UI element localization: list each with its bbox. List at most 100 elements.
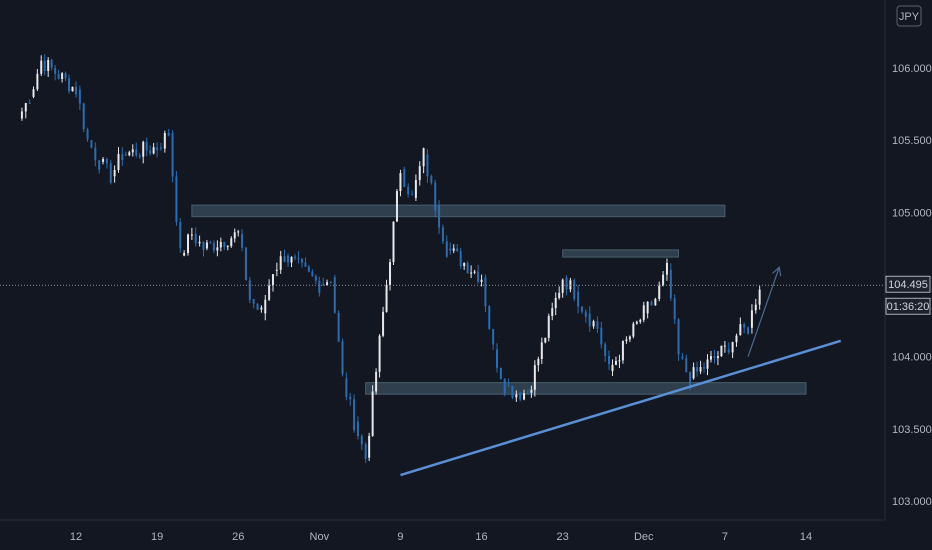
- currency-badge-label: JPY: [899, 11, 920, 23]
- candle-body: [452, 248, 455, 251]
- candle-body: [519, 392, 522, 400]
- candle-body: [314, 276, 317, 281]
- candle-body: [212, 242, 215, 251]
- candle-body: [621, 341, 624, 361]
- candle-body: [287, 255, 290, 263]
- candle-body: [205, 242, 208, 249]
- candle-body: [98, 160, 101, 170]
- zone-support[interactable]: [365, 382, 807, 395]
- candle-body: [463, 262, 466, 267]
- candle-body: [36, 73, 39, 90]
- currency-badge[interactable]: JPY: [896, 5, 922, 27]
- candle-body: [349, 396, 352, 400]
- candle-body: [723, 345, 726, 347]
- candle-body: [604, 344, 607, 356]
- candle-body: [223, 242, 226, 247]
- x-tick-label: 14: [800, 531, 812, 543]
- candle-body: [596, 321, 599, 329]
- candle-body: [639, 319, 642, 322]
- candle-body: [488, 306, 491, 329]
- candle-body: [747, 327, 750, 334]
- time-axis[interactable]: 12 19 26 Nov 9 16 23 Dec 7 14: [0, 519, 885, 543]
- candle-body: [297, 258, 300, 260]
- candle-body: [547, 316, 550, 338]
- candle-body: [385, 285, 388, 312]
- candle-body: [692, 367, 695, 379]
- candle-body: [662, 274, 665, 286]
- candle-body: [530, 389, 533, 393]
- candle-body: [706, 359, 709, 369]
- candle-body: [375, 371, 378, 392]
- last-price-tag: 104.495 01:36:20: [885, 275, 931, 315]
- candle-body: [614, 360, 617, 365]
- candle-body: [669, 270, 672, 299]
- candle-body: [171, 132, 174, 177]
- y-tick-label: 103.000: [892, 496, 932, 508]
- candle-body: [117, 153, 120, 170]
- last-price-label: 104.495: [888, 279, 928, 291]
- candle-body: [187, 234, 190, 253]
- candle-body: [438, 205, 441, 228]
- candle-body: [625, 339, 628, 342]
- candle-body: [318, 280, 321, 293]
- candle-body: [371, 391, 374, 436]
- candle-body: [333, 277, 336, 313]
- candle-body: [632, 323, 635, 337]
- candle-body: [496, 349, 499, 368]
- candle-body: [727, 349, 730, 353]
- projection-arrow[interactable]: [747, 266, 782, 357]
- candle-body: [677, 319, 680, 355]
- candle-body: [345, 378, 348, 397]
- candle-body: [163, 133, 166, 149]
- candle-body: [577, 291, 580, 307]
- trendline[interactable]: [400, 339, 842, 477]
- candle-body: [86, 129, 89, 140]
- zones-layer: [191, 204, 807, 395]
- candle-body: [445, 241, 448, 257]
- candle-body: [665, 262, 668, 275]
- candle-body: [183, 252, 186, 256]
- candle-body: [167, 133, 170, 136]
- candle-body: [511, 385, 514, 398]
- candle-body: [307, 266, 310, 272]
- candle-body: [735, 335, 738, 343]
- candle-body: [378, 335, 381, 372]
- candle-body: [392, 221, 395, 263]
- candle-body: [237, 231, 240, 233]
- candle-body: [121, 153, 124, 160]
- candle-body: [252, 298, 255, 304]
- candle-body: [61, 73, 64, 79]
- candle-body: [260, 307, 263, 310]
- candle-body: [244, 247, 247, 281]
- candle-body: [198, 241, 201, 244]
- candle-body: [128, 152, 131, 156]
- candle-body: [716, 356, 719, 359]
- candle-body: [573, 280, 576, 299]
- candle-body: [600, 327, 603, 345]
- candle-body: [364, 444, 367, 459]
- candle-body: [628, 336, 631, 340]
- x-tick-label: 7: [722, 531, 728, 543]
- candle-body: [713, 356, 716, 359]
- zone-mid-resistance[interactable]: [562, 249, 680, 258]
- candle-body: [389, 262, 392, 286]
- candle-body: [731, 342, 734, 353]
- candle-body: [554, 297, 557, 309]
- candle-body: [635, 321, 638, 324]
- candle-body: [326, 282, 329, 286]
- y-tick-label: 103.500: [892, 424, 932, 436]
- candle-body: [226, 246, 229, 248]
- candle-body: [113, 169, 116, 177]
- candle-body: [40, 60, 43, 74]
- candle-body: [159, 147, 162, 149]
- zone-upper-resistance[interactable]: [191, 204, 726, 218]
- candle-body: [329, 282, 332, 284]
- candle-body: [699, 367, 702, 372]
- candle-body: [580, 306, 583, 312]
- candle-body: [28, 103, 31, 105]
- candle-body: [209, 242, 212, 244]
- price-axis[interactable]: 106.000 105.500 105.000 104.000 103.500 103.0…: [884, 0, 932, 520]
- candle-body: [135, 149, 138, 156]
